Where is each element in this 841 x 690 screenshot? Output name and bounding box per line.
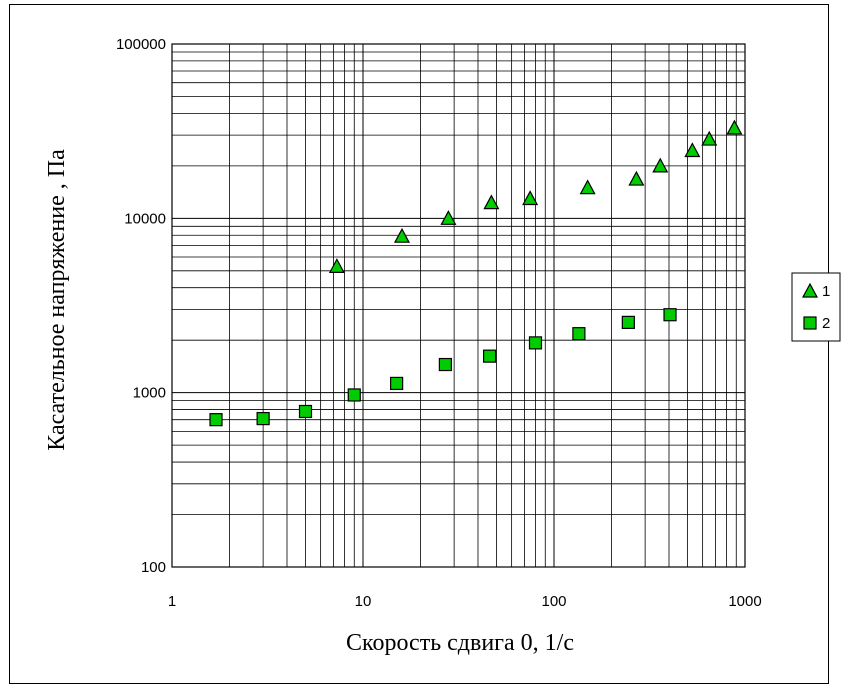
legend-marker-1 <box>801 282 819 298</box>
x-tick-label: 10 <box>355 593 372 610</box>
series-1-point <box>522 190 539 206</box>
data-points <box>209 119 743 427</box>
series-2-point <box>621 315 635 329</box>
series-1-point <box>652 157 669 173</box>
series-1-point <box>726 119 743 135</box>
series-2-point <box>347 388 361 402</box>
series-1-point <box>328 258 345 274</box>
y-tick-label: 1000 <box>133 385 166 402</box>
legend-label-2: 2 <box>822 315 830 332</box>
series-1-point <box>579 179 596 195</box>
series-2-point <box>390 376 404 391</box>
series-2-point <box>528 336 543 350</box>
x-axis-label: Скорость сдвига 0, 1/с <box>346 630 574 656</box>
series-1-point <box>393 227 410 243</box>
tick-labels: 1 10 100 1000 100 1000 10000 100000 <box>116 36 762 610</box>
series-1-point <box>628 170 645 186</box>
x-tick-label: 1 <box>168 593 176 610</box>
series-2-point <box>256 411 270 426</box>
x-tick-label: 1000 <box>728 593 761 610</box>
series-2-point <box>438 357 452 372</box>
x-tick-label: 100 <box>541 593 566 610</box>
legend: 12 <box>801 282 830 332</box>
legend-box <box>791 272 841 342</box>
legend-marker-2 <box>803 316 817 330</box>
series-1-point <box>684 142 701 158</box>
plot-area <box>171 43 746 568</box>
series-1-point <box>483 194 500 210</box>
series-2-point <box>482 349 497 363</box>
chart-frame <box>9 4 829 684</box>
series-2-point <box>209 413 223 427</box>
series-1-point <box>440 210 457 225</box>
series-2-point <box>572 327 586 341</box>
series-2-point <box>663 308 677 322</box>
legend-label-1: 1 <box>822 283 830 300</box>
grid <box>172 44 745 567</box>
y-axis-label: Касательное напряжение , Па <box>44 149 70 451</box>
series-2-point <box>298 404 313 419</box>
y-tick-label: 100000 <box>116 36 166 53</box>
y-tick-label: 100 <box>141 559 166 576</box>
y-tick-label: 10000 <box>124 210 166 227</box>
series-1-point <box>701 130 718 146</box>
